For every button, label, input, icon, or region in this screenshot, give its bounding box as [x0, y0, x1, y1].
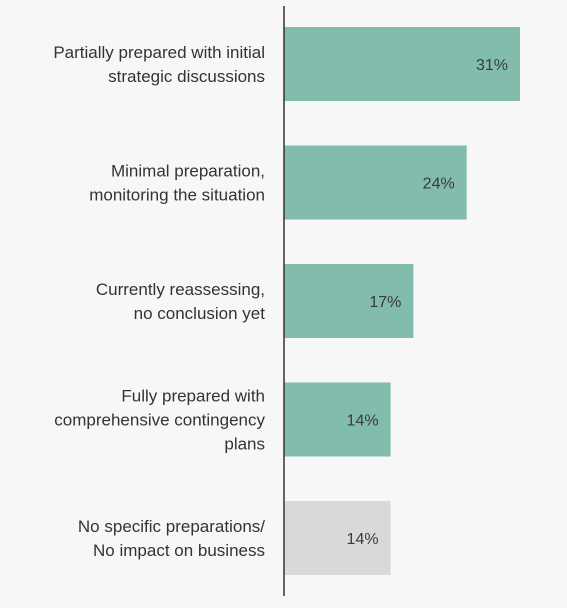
category-label-2: Minimal preparation, monitoring the situa… [89, 162, 265, 205]
bar-3 [284, 264, 414, 338]
bar-5 [284, 501, 391, 575]
bar-2 [284, 145, 467, 220]
category-label-5: No specific preparations/No impact on bu… [78, 517, 265, 560]
category-label-1: Partially prepared with initial strategic… [53, 43, 265, 86]
value-label-4: 14% [347, 413, 379, 430]
category-label-4: Fully prepared with comprehensive conting… [54, 387, 265, 454]
value-label-3: 17% [369, 294, 401, 311]
category-label-3: Currently reassessing, no conclusion yet [96, 280, 265, 323]
value-label-2: 24% [423, 176, 455, 193]
bar-1 [284, 27, 520, 101]
value-label-1: 31% [476, 57, 508, 74]
bar-4 [284, 382, 391, 457]
value-label-5: 14% [347, 531, 379, 548]
